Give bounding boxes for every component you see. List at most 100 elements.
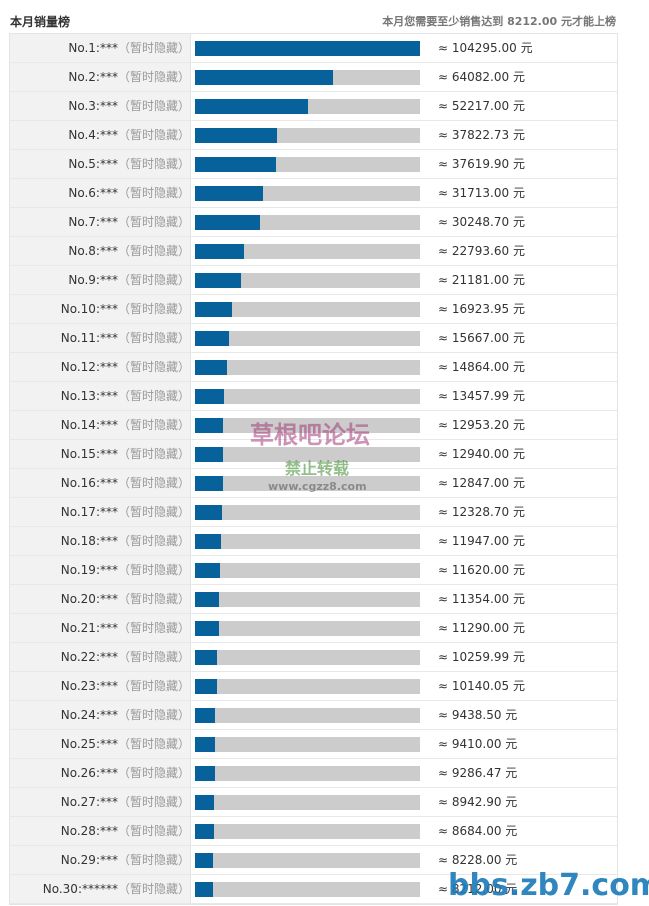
name: *** [99,244,118,258]
row-label: No.2:***（暂时隐藏） [10,63,191,91]
row: No.17:***（暂时隐藏） ≈ 12328.70 元 [10,498,617,527]
rank: No.29: [60,853,100,867]
name: *** [99,447,118,461]
note: （暂时隐藏） [117,795,190,809]
name: *** [99,302,118,316]
bar-track [195,186,420,201]
note: （暂时隐藏） [117,708,190,722]
row-label: No.10:***（暂时隐藏） [10,295,191,323]
row: No.22:***（暂时隐藏） ≈ 10259.99 元 [10,643,617,672]
rank: No.2: [68,70,100,84]
row: No.20:***（暂时隐藏） ≈ 11354.00 元 [10,585,617,614]
name: *** [99,563,118,577]
rank: No.16: [60,476,100,490]
row: No.11:***（暂时隐藏） ≈ 15667.00 元 [10,324,617,353]
rank: No.28: [60,824,100,838]
bar-track [195,360,420,375]
name: *** [99,650,118,664]
bar-track [195,99,420,114]
bar [195,853,213,868]
value-label: ≈ 9438.50 元 [438,708,518,722]
row: No.5:***（暂时隐藏） ≈ 37619.90 元 [10,150,617,179]
value-label: ≈ 13457.99 元 [438,389,525,403]
rank: No.30: [42,882,82,896]
row-label: No.13:***（暂时隐藏） [10,382,191,410]
note: （暂时隐藏） [117,418,190,432]
note: （暂时隐藏） [117,505,190,519]
value-label: ≈ 12328.70 元 [438,505,525,519]
name: *** [99,505,118,519]
value-label: ≈ 12847.00 元 [438,476,525,490]
row-label: No.18:***（暂时隐藏） [10,527,191,555]
bar [195,389,225,404]
rank: No.17: [60,505,100,519]
note: （暂时隐藏） [117,476,190,490]
row-label: No.8:***（暂时隐藏） [10,237,191,265]
value-label: ≈ 15667.00 元 [438,331,525,345]
value-label: ≈ 11620.00 元 [438,563,525,577]
rank: No.26: [60,766,100,780]
watermark: bbs.zb7.com [448,868,649,903]
note: （暂时隐藏） [117,128,190,142]
row: No.19:***（暂时隐藏） ≈ 11620.00 元 [10,556,617,585]
value-label: ≈ 30248.70 元 [438,215,525,229]
rank: No.24: [60,708,100,722]
bar-track [195,621,420,636]
rank: No.15: [60,447,100,461]
value-label: ≈ 9410.00 元 [438,737,518,751]
bar [195,331,229,346]
value-label: ≈ 21181.00 元 [438,273,525,287]
bar [195,99,308,114]
bar-track [195,534,420,549]
rank: No.18: [60,534,100,548]
name: *** [99,157,118,171]
name: *** [99,476,118,490]
note: （暂时隐藏） [117,244,190,258]
note: （暂时隐藏） [117,157,190,171]
note: （暂时隐藏） [117,360,190,374]
value-label: ≈ 37619.90 元 [438,157,525,171]
watermark: 禁止转载 [285,459,350,478]
value-label: ≈ 31713.00 元 [438,186,525,200]
bar [195,128,277,143]
bar [195,621,220,636]
row-label: No.9:***（暂时隐藏） [10,266,191,294]
note: （暂时隐藏） [117,99,190,113]
watermark: 草根吧论坛 [250,421,370,449]
rank: No.4: [68,128,100,142]
note: （暂时隐藏） [117,302,190,316]
value-label: ≈ 11354.00 元 [438,592,525,606]
rank: No.13: [60,389,100,403]
row-label: No.22:***（暂时隐藏） [10,643,191,671]
name: ****** [81,882,118,896]
value-label: ≈ 8228.00 元 [438,853,518,867]
bar-track [195,273,420,288]
bar [195,563,221,578]
value-label: ≈ 37822.73 元 [438,128,525,142]
value-label: ≈ 16923.95 元 [438,302,525,316]
bar-track [195,418,420,433]
note: （暂时隐藏） [117,41,190,55]
note: （暂时隐藏） [117,679,190,693]
bar-track [195,157,420,172]
bar [195,186,264,201]
bar [195,650,218,665]
bar-track [195,447,420,462]
value-label: ≈ 9286.47 元 [438,766,518,780]
row: No.12:***（暂时隐藏） ≈ 14864.00 元 [10,353,617,382]
bar [195,766,216,781]
watermark: www.cgzz8.com [268,480,367,493]
bar [195,418,223,433]
row-label: No.29:***（暂时隐藏） [10,846,191,874]
row: No.10:***（暂时隐藏） ≈ 16923.95 元 [10,295,617,324]
rank: No.11: [60,331,100,345]
bar [195,302,232,317]
bar [195,505,222,520]
value-label: ≈ 12953.20 元 [438,418,525,432]
bar-track [195,592,420,607]
row-label: No.27:***（暂时隐藏） [10,788,191,816]
bar [195,244,245,259]
row: No.25:***（暂时隐藏） ≈ 9410.00 元 [10,730,617,759]
row: No.8:***（暂时隐藏） ≈ 22793.60 元 [10,237,617,266]
